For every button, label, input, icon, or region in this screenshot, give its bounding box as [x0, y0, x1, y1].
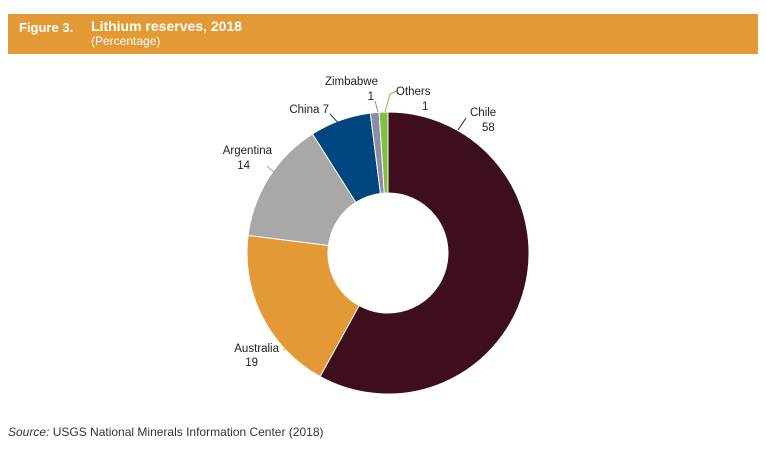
donut-labels: Chile 58 Australia 19 Argentina 14 China 7 Zimb… — [223, 76, 496, 369]
label-chile: Chile — [470, 107, 496, 119]
label-others: Others — [396, 86, 431, 98]
leader-line-australia — [282, 336, 307, 351]
leader-line-chile — [457, 117, 467, 131]
label-china: China 7 — [289, 104, 329, 116]
value-chile: 58 — [482, 122, 495, 134]
slice-australia — [246, 234, 360, 378]
label-argentina: Argentina — [223, 145, 273, 157]
leader-line-china — [329, 113, 342, 127]
value-zimbabwe: 1 — [368, 91, 374, 103]
value-others: 1 — [422, 101, 428, 113]
slice-chile — [319, 111, 530, 395]
leader-line-zimbabwe — [374, 100, 379, 113]
figure-header: Figure 3. Lithium reserves, 2018 (Percen… — [8, 14, 758, 54]
label-zimbabwe: Zimbabwe — [325, 76, 378, 88]
donut-slices — [246, 111, 530, 395]
figure-title: Lithium reserves, 2018 — [91, 18, 242, 34]
donut-chart: Chile 58 Australia 19 Argentina 14 China 7 Zimb… — [223, 76, 530, 395]
label-australia: Australia — [234, 343, 279, 355]
source-prefix: Source: — [8, 425, 50, 439]
figure-number: Figure 3. — [19, 20, 74, 35]
source-note: Source: USGS National Minerals Informati… — [8, 425, 324, 439]
leader-line-others — [384, 90, 398, 113]
value-australia: 19 — [245, 357, 258, 369]
value-argentina: 14 — [237, 160, 250, 172]
slice-others — [378, 111, 389, 194]
figure-subtitle: (Percentage) — [91, 34, 161, 48]
leader-line-argentina — [266, 165, 284, 181]
source-text: USGS National Minerals Information Cente… — [52, 425, 324, 439]
